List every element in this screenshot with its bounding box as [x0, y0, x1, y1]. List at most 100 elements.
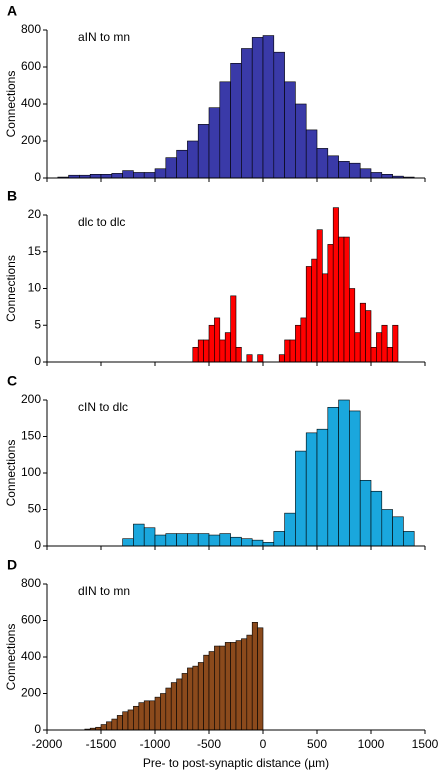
- bar: [143, 172, 156, 179]
- bar: [197, 533, 210, 547]
- x-axis-label: Pre- to post-synaptic distance (µm): [143, 756, 329, 770]
- bar: [111, 173, 123, 179]
- bar: [122, 170, 134, 179]
- y-tick-label: 200: [21, 133, 41, 147]
- bar: [381, 324, 388, 363]
- bar: [154, 696, 161, 731]
- bar: [197, 662, 204, 731]
- bar: [289, 339, 296, 363]
- annotation: dlc to dlc: [78, 215, 125, 229]
- bar: [251, 37, 264, 179]
- bar: [370, 172, 383, 179]
- y-tick-label: 600: [21, 613, 41, 627]
- y-tick-label: 800: [21, 576, 41, 590]
- bar: [208, 107, 221, 179]
- y-tick-label: 150: [21, 429, 41, 443]
- x-tick-label: 1000: [358, 737, 385, 751]
- bar: [100, 174, 113, 179]
- bar: [154, 534, 167, 547]
- bar: [214, 645, 221, 731]
- bar: [338, 399, 350, 547]
- bar: [246, 354, 253, 363]
- bar: [241, 638, 248, 731]
- bar: [327, 244, 334, 363]
- x-tick-label: -1000: [140, 737, 171, 751]
- bar: [370, 346, 377, 363]
- y-axis-label: Connections: [4, 71, 18, 138]
- y-tick-label: 15: [28, 244, 42, 258]
- panel-letter: A: [7, 3, 17, 19]
- y-tick-label: 5: [34, 317, 41, 331]
- bar: [327, 155, 339, 179]
- y-tick-label: 50: [28, 502, 42, 516]
- bar: [170, 682, 177, 731]
- y-tick-label: 10: [28, 281, 42, 295]
- bar: [197, 124, 210, 179]
- annotation: dIN to mn: [78, 584, 130, 598]
- bar: [235, 346, 242, 363]
- bar: [116, 715, 123, 731]
- bar: [176, 533, 188, 547]
- bar: [257, 354, 264, 363]
- bar: [300, 317, 307, 363]
- bar: [241, 538, 253, 547]
- x-tick-label: 0: [260, 737, 267, 751]
- bar: [133, 523, 145, 547]
- bar: [365, 310, 372, 363]
- bar: [241, 48, 253, 179]
- y-axis-label: Connections: [4, 440, 18, 507]
- bar: [305, 129, 318, 179]
- bar: [203, 654, 210, 731]
- bar: [316, 428, 329, 547]
- bar: [176, 678, 183, 731]
- bar: [257, 627, 264, 731]
- bar: [165, 157, 177, 179]
- y-tick-label: 0: [34, 538, 41, 552]
- bar: [197, 339, 204, 363]
- y-tick-label: 0: [34, 354, 41, 368]
- bar: [230, 62, 242, 179]
- bar: [100, 724, 107, 731]
- bar: [349, 162, 361, 179]
- y-tick-label: 0: [34, 170, 41, 184]
- bar: [165, 533, 177, 547]
- bar: [224, 332, 231, 363]
- bar: [192, 346, 199, 363]
- bar: [127, 709, 134, 731]
- bar: [181, 673, 188, 731]
- bar: [133, 172, 145, 179]
- bar: [322, 273, 329, 363]
- bar: [230, 642, 237, 731]
- panel-letter: B: [7, 188, 17, 204]
- annotation: aIN to mn: [78, 30, 130, 44]
- bar: [235, 640, 242, 731]
- x-tick-label: -1500: [86, 737, 117, 751]
- bar: [111, 718, 118, 731]
- bar: [295, 324, 302, 363]
- y-axis-label: Connections: [4, 624, 18, 691]
- bar: [381, 509, 393, 547]
- bar: [122, 711, 129, 731]
- bar: [89, 174, 102, 179]
- bar: [316, 148, 329, 179]
- bar: [338, 161, 350, 179]
- bar: [376, 332, 383, 363]
- y-tick-label: 800: [21, 22, 41, 36]
- bar: [305, 266, 312, 363]
- panel-letter: C: [7, 373, 17, 389]
- bar: [338, 236, 345, 363]
- bar: [219, 339, 226, 363]
- bar: [208, 324, 215, 363]
- bar: [149, 700, 156, 731]
- bar: [359, 479, 372, 547]
- y-axis-label: Connections: [4, 255, 18, 322]
- annotation: cIN to dlc: [78, 400, 128, 414]
- bar: [187, 533, 199, 547]
- bar: [262, 542, 275, 547]
- bar: [273, 531, 285, 547]
- bar: [192, 665, 199, 731]
- bar: [187, 667, 194, 731]
- bar: [295, 450, 307, 547]
- bar: [165, 687, 172, 731]
